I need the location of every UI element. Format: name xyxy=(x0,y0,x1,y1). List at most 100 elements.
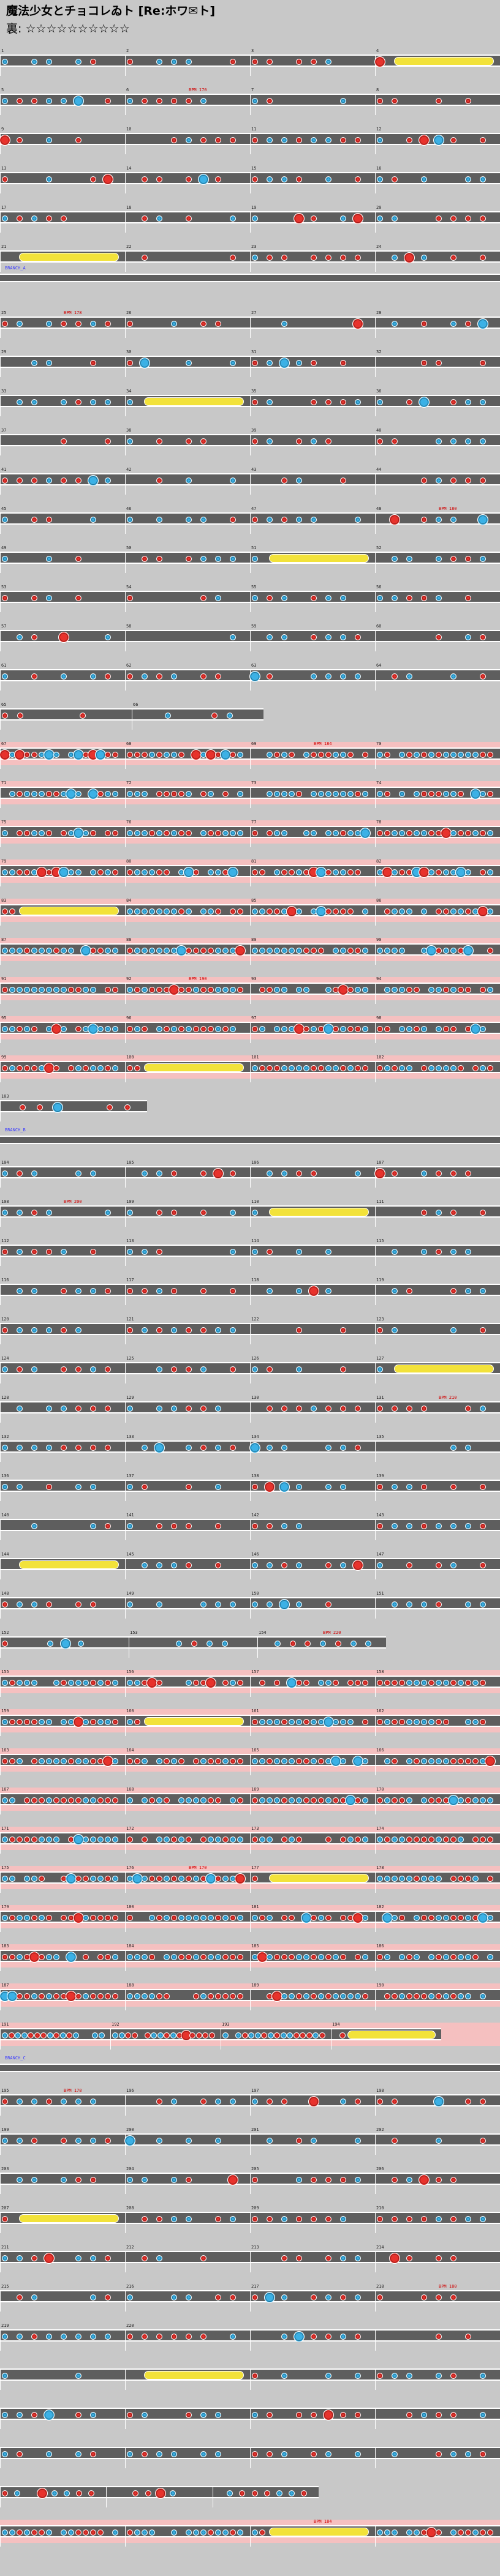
note-ring xyxy=(77,1603,80,1606)
note-ring xyxy=(113,1916,117,1920)
note-ring xyxy=(297,60,301,64)
note-ring xyxy=(356,1838,360,1841)
note-ring xyxy=(253,60,257,64)
ka-note xyxy=(421,1758,427,1764)
note-ring xyxy=(3,949,7,953)
note-ring xyxy=(282,1172,286,1175)
note-ring xyxy=(143,1446,146,1450)
note-ring xyxy=(327,910,330,913)
note-ring xyxy=(253,2100,257,2103)
don-note xyxy=(436,98,442,104)
ka-note xyxy=(31,2177,37,2183)
measure-bar xyxy=(375,2095,376,2116)
ka-note xyxy=(97,1065,104,1071)
note-ring xyxy=(3,322,7,326)
score-row: 83 84 85 86 xyxy=(0,898,500,926)
note-ring xyxy=(407,753,411,757)
ka-note xyxy=(436,1876,442,1882)
note-ring xyxy=(253,1916,257,1920)
ka-note xyxy=(480,1993,486,1999)
note-ring xyxy=(37,2489,47,2498)
note-ring xyxy=(3,1642,7,1646)
note-ring xyxy=(32,635,36,639)
don-note xyxy=(105,1797,111,1803)
don-note xyxy=(267,987,273,993)
ka-note xyxy=(281,2294,287,2301)
don-note xyxy=(450,255,456,261)
don-note xyxy=(303,948,309,954)
note-ring xyxy=(38,1106,42,1109)
note-ring xyxy=(77,2531,80,2534)
ka-note xyxy=(200,1601,206,1608)
note-ring xyxy=(376,58,384,66)
note-ring xyxy=(143,1799,146,1802)
note-ring xyxy=(180,988,183,992)
measure-bar xyxy=(250,866,251,886)
note-ring xyxy=(268,1955,271,1959)
measure-bar xyxy=(375,2369,376,2390)
ka-note xyxy=(406,1876,412,1882)
big-don-note xyxy=(257,1952,268,1963)
note-ring xyxy=(172,792,176,796)
don-note xyxy=(355,1406,361,1412)
ka-note xyxy=(75,1327,81,1333)
ka-note xyxy=(90,1366,96,1372)
note-ring xyxy=(202,675,205,678)
ka-note xyxy=(90,1797,96,1803)
note-ring xyxy=(202,1211,205,1215)
don-note xyxy=(340,2412,346,2418)
note-ring xyxy=(128,675,132,678)
note-ring xyxy=(297,1563,301,1567)
note-ring xyxy=(172,2217,176,2221)
note-ring xyxy=(295,2332,303,2341)
ka-note xyxy=(9,1065,15,1071)
don-note xyxy=(252,517,258,523)
note-ring xyxy=(452,322,455,326)
note-ring xyxy=(224,949,227,953)
ka-note xyxy=(75,1680,81,1686)
score-row: 5 6 BPM 170 7 8 xyxy=(0,88,500,115)
measure-number: 150 xyxy=(251,1591,259,1596)
ka-note xyxy=(340,1484,346,1490)
measure-number: 118 xyxy=(251,1278,259,1282)
note-ring xyxy=(187,138,191,142)
note-ring xyxy=(106,2296,110,2299)
note-ring xyxy=(128,1407,132,1410)
note-ring xyxy=(165,1955,169,1959)
score-row: 211 212 213 214 xyxy=(0,2245,500,2272)
note-ring xyxy=(393,675,396,678)
note-ring xyxy=(305,871,308,874)
don-note xyxy=(127,2334,133,2340)
measure-bar xyxy=(375,395,376,416)
note-ring xyxy=(231,1681,235,1685)
note-ring xyxy=(47,988,51,992)
don-note xyxy=(156,673,162,680)
note-ring xyxy=(3,1720,7,1724)
ka-note xyxy=(340,2099,346,2105)
measure-bar xyxy=(375,1950,376,1971)
don-note xyxy=(200,1406,206,1412)
don-note xyxy=(465,1797,471,1803)
ka-note xyxy=(340,634,346,640)
don-note xyxy=(289,1915,295,1921)
don-note xyxy=(31,2412,37,2418)
ka-note xyxy=(17,1210,23,1216)
ka-note xyxy=(281,2334,287,2340)
note-ring xyxy=(10,988,14,992)
ka-note xyxy=(127,1249,133,1255)
measure-bar xyxy=(0,1167,1,1188)
note-ring xyxy=(187,2217,191,2221)
ka-note xyxy=(267,1719,273,1725)
note-ring xyxy=(430,1877,433,1881)
measure-number: 58 xyxy=(126,624,132,629)
note-ring xyxy=(430,792,433,796)
note-ring xyxy=(297,361,301,365)
don-note xyxy=(421,360,427,366)
note-ring xyxy=(10,2531,14,2534)
note-ring xyxy=(91,949,95,953)
measure-bar xyxy=(250,474,251,495)
note-ring xyxy=(62,1289,66,1293)
don-note xyxy=(79,713,86,719)
ka-note xyxy=(325,791,331,797)
note-ring xyxy=(128,1759,132,1763)
